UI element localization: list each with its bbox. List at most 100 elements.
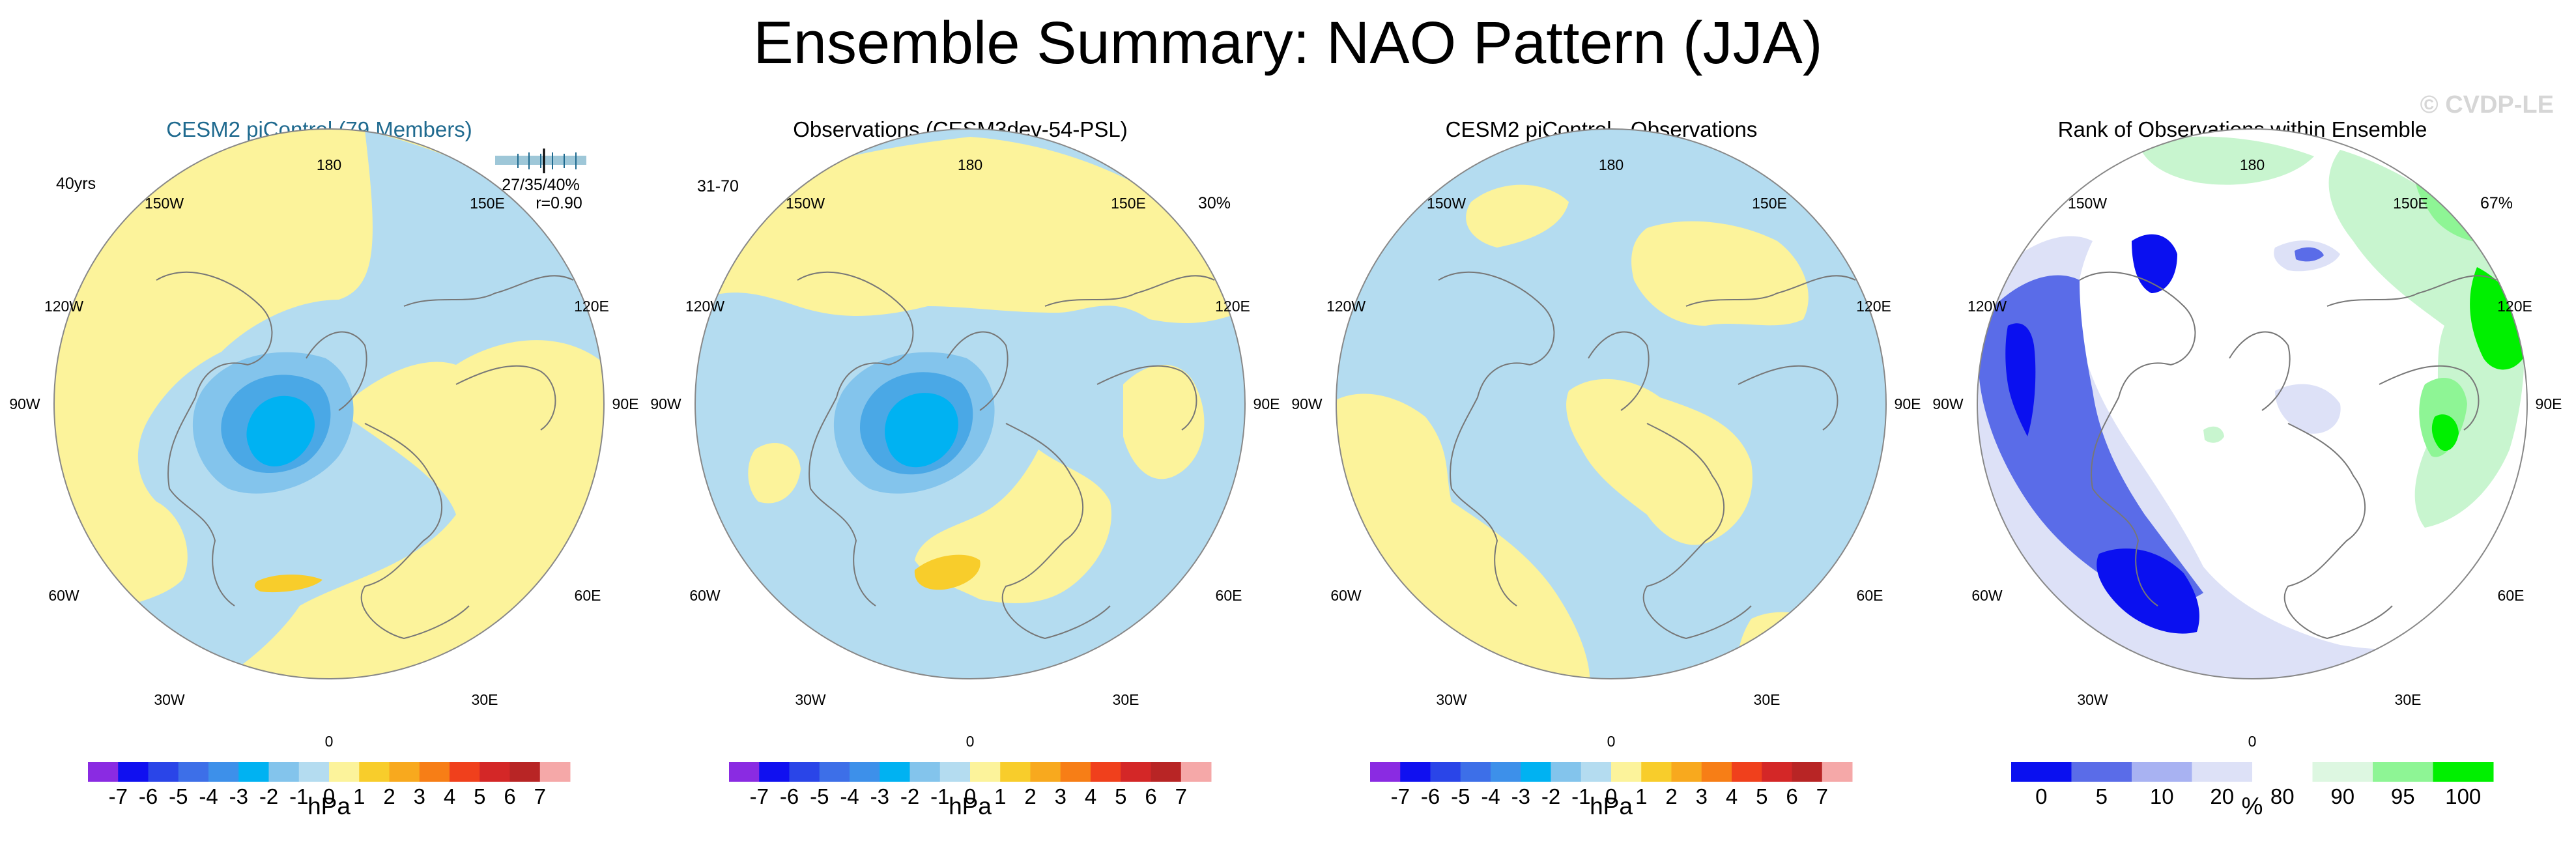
colorbar-swatch bbox=[909, 762, 941, 782]
positive-region bbox=[1566, 378, 1753, 545]
colorbar-swatch bbox=[2132, 762, 2192, 782]
colorbar-swatch bbox=[208, 762, 239, 782]
colorbar-tick-label: -3 bbox=[1511, 784, 1530, 808]
colorbar-swatch bbox=[1000, 762, 1031, 782]
negative-region bbox=[246, 395, 315, 466]
colorbar-swatch bbox=[389, 762, 420, 782]
lon-label: 120W bbox=[44, 298, 83, 315]
colorbar-swatch bbox=[1551, 762, 1582, 782]
polar-map-difference: 180 150E 120E 90E 60E 30E 0 30W 60W 90W … bbox=[1291, 128, 1921, 820]
lon-label: 90W bbox=[9, 395, 40, 412]
rank-region bbox=[1977, 236, 2457, 679]
rank-region bbox=[2275, 384, 2341, 434]
colorbar-swatch bbox=[1400, 762, 1431, 782]
coastline bbox=[156, 271, 273, 606]
colorbar-tick-label: 6 bbox=[1145, 784, 1156, 808]
polar-map-rank: 180 150E 120E 90E 60E 30E 0 30W 60W 90W … bbox=[1932, 128, 2562, 820]
polar-map-observations: 180 150E 120E 90E 60E 30E 0 30W 60W 90W … bbox=[650, 128, 1280, 820]
colorbar-tick-label: 90 bbox=[2330, 784, 2354, 808]
variance-explained: 30% bbox=[1198, 194, 1231, 212]
colorbar-swatch bbox=[2373, 762, 2433, 782]
lon-label: 60E bbox=[1216, 587, 1242, 604]
colorbar-tick-label: 6 bbox=[1786, 784, 1797, 808]
lon-label: 60E bbox=[1857, 587, 1883, 604]
colorbar-tick-label: -6 bbox=[780, 784, 799, 808]
pattern-stats: 27/35/40% bbox=[502, 176, 580, 194]
coastline bbox=[2326, 275, 2497, 307]
rank-region bbox=[2295, 247, 2324, 262]
colorbar-swatch bbox=[1060, 762, 1091, 782]
colorbar-tick-label: -1 bbox=[930, 784, 949, 808]
colorbar-tick-label: 7 bbox=[534, 784, 546, 808]
colorbar-tick-label: -2 bbox=[900, 784, 919, 808]
coastlines bbox=[1438, 271, 1856, 640]
coastline bbox=[2079, 271, 2196, 606]
colorbar-swatch bbox=[1460, 762, 1491, 782]
colorbar-tick-label: 1 bbox=[1635, 784, 1647, 808]
colorbar-swatch bbox=[1151, 762, 1182, 782]
lon-label: 30E bbox=[1113, 691, 1139, 708]
colorbar-tick-label: 3 bbox=[1055, 784, 1066, 808]
colorbar-swatch bbox=[359, 762, 390, 782]
colorbar-tick-label: 1 bbox=[994, 784, 1006, 808]
lon-label: 120W bbox=[685, 298, 724, 315]
lon-label: 120E bbox=[2497, 298, 2532, 315]
colorbar-swatch bbox=[819, 762, 850, 782]
lon-label: 60E bbox=[2498, 587, 2525, 604]
colorbar: -7 -6 -5 -4 -3 -2 -1 0 1 2 3 4 5 6 7 bbox=[88, 762, 571, 808]
years-label: 31-70 bbox=[697, 177, 739, 195]
pattern-correlation: r=0.90 bbox=[536, 194, 582, 212]
coastline bbox=[1096, 365, 1197, 431]
colorbar-tick-label: -4 bbox=[840, 784, 859, 808]
lon-label: 90W bbox=[650, 395, 681, 412]
negative-region bbox=[885, 393, 958, 468]
lon-label: 30W bbox=[795, 691, 826, 708]
colorbar-tick-label: 1 bbox=[353, 784, 365, 808]
rank-region bbox=[2431, 414, 2459, 451]
colorbar-tick-label: -4 bbox=[199, 784, 218, 808]
colorbar-swatch bbox=[1671, 762, 1702, 782]
lon-label: 150E bbox=[1752, 195, 1787, 212]
colorbar-swatch bbox=[1732, 762, 1762, 782]
colorbar-swatch bbox=[118, 762, 149, 782]
colorbar-tick-label: -5 bbox=[169, 784, 188, 808]
coastline bbox=[360, 423, 470, 640]
panel-rank: Rank of Observations within Ensemble bbox=[1923, 111, 2562, 834]
colorbar-unit: hPa bbox=[949, 793, 992, 820]
colorbar-tick-label: -6 bbox=[139, 784, 158, 808]
coastlines bbox=[2079, 271, 2497, 640]
colorbar-swatch bbox=[939, 762, 971, 782]
rank-percent: 67% bbox=[2480, 194, 2513, 212]
lon-label: 120W bbox=[1326, 298, 1366, 315]
coastline bbox=[2229, 331, 2291, 411]
positive-region bbox=[580, 388, 604, 449]
page-title: Ensemble Summary: NAO Pattern (JJA) bbox=[753, 10, 1823, 76]
colorbar-swatch bbox=[880, 762, 910, 782]
colorbar-tick-label: 3 bbox=[1696, 784, 1708, 808]
rank-region bbox=[2005, 323, 2036, 436]
lon-label: 0 bbox=[325, 733, 334, 750]
lon-label: 180 bbox=[2240, 156, 2265, 173]
coastline bbox=[1738, 365, 1839, 431]
colorbar-tick-label: -3 bbox=[229, 784, 248, 808]
colorbar: 0 5 10 20 80 90 95 100 bbox=[2011, 762, 2494, 808]
lon-label: 150W bbox=[145, 195, 184, 212]
colorbar-tick-label: -1 bbox=[1571, 784, 1590, 808]
colorbar-tick-label: -7 bbox=[1391, 784, 1410, 808]
colorbar: -7 -6 -5 -4 -3 -2 -1 0 1 2 3 4 5 6 7 bbox=[1370, 762, 1853, 808]
colorbar-swatch bbox=[88, 762, 119, 782]
colorbar-swatch bbox=[148, 762, 179, 782]
lon-label: 90E bbox=[612, 395, 639, 412]
colorbar-tick-label: 0 bbox=[323, 784, 335, 808]
colorbar-tick-label: 0 bbox=[1605, 784, 1617, 808]
lon-label: 150E bbox=[2393, 195, 2428, 212]
colorbar-swatch bbox=[1611, 762, 1642, 782]
positive-region bbox=[914, 554, 980, 590]
colorbar-tick-label: -4 bbox=[1481, 784, 1500, 808]
colorbar-tick-label: 80 bbox=[2270, 784, 2295, 808]
colorbar-swatch bbox=[419, 762, 450, 782]
colorbar-tick-label: -5 bbox=[810, 784, 829, 808]
colorbar-tick-label: 0 bbox=[2035, 784, 2047, 808]
colorbar-tick-label: 5 bbox=[1756, 784, 1767, 808]
colorbar-swatch bbox=[178, 762, 209, 782]
